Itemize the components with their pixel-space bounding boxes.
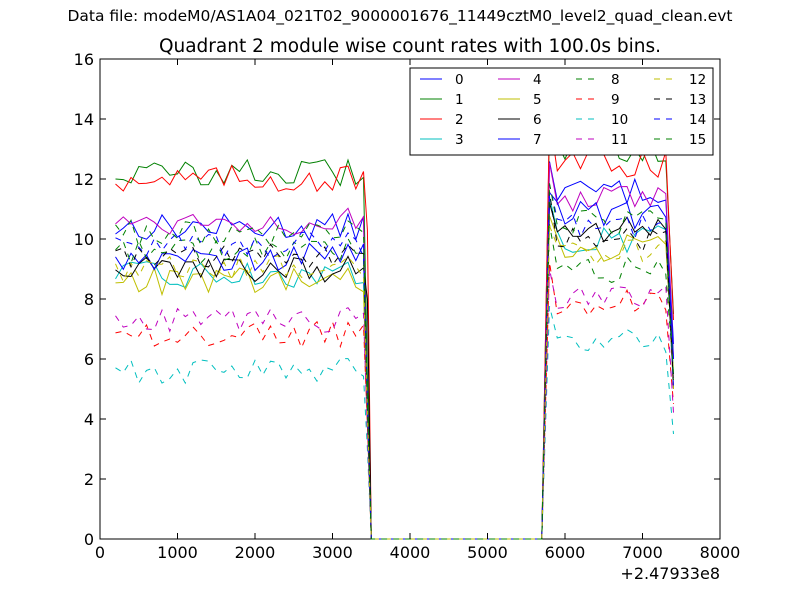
legend-label-5: 5: [533, 92, 542, 108]
x-tick-label: 6000: [545, 543, 586, 562]
legend-label-2: 2: [455, 112, 464, 128]
legend-label-11: 11: [611, 132, 628, 148]
series-line-5: [115, 215, 674, 540]
x-tick-label: 7000: [622, 543, 663, 562]
y-tick-label: 16: [74, 50, 94, 69]
y-tick-label: 12: [74, 170, 94, 189]
legend-label-0: 0: [455, 72, 464, 88]
series-line-1: [115, 124, 674, 540]
series-line-7: [115, 191, 674, 540]
series-line-12: [115, 225, 674, 540]
series-line-0: [115, 161, 674, 540]
x-tick-label: 1000: [157, 543, 198, 562]
series-line-9: [115, 262, 674, 540]
y-tick-label: 2: [84, 470, 94, 489]
legend-label-14: 14: [689, 112, 706, 128]
x-tick-label: 5000: [467, 543, 508, 562]
series-line-8: [115, 224, 674, 540]
x-tick-label: 8000: [700, 543, 741, 562]
legend-label-1: 1: [455, 92, 464, 108]
legend-label-6: 6: [533, 112, 542, 128]
series-line-2: [115, 117, 674, 540]
legend-label-13: 13: [689, 92, 706, 108]
series-layer: [115, 117, 674, 540]
data-file-suptitle: Data file: modeM0/AS1A04_021T02_90000016…: [67, 7, 733, 25]
legend-label-8: 8: [611, 72, 620, 88]
legend-label-10: 10: [611, 112, 628, 128]
chart-title: Quadrant 2 module wise count rates with …: [158, 36, 662, 57]
x-tick-label: 3000: [312, 543, 353, 562]
series-line-3: [115, 196, 674, 540]
legend-label-3: 3: [455, 132, 464, 148]
series-line-15: [115, 183, 674, 540]
y-tick-label: 14: [74, 110, 94, 129]
series-line-10: [115, 305, 674, 540]
y-tick-label: 8: [84, 290, 94, 309]
legend-label-4: 4: [533, 72, 542, 88]
x-tick-label: 2000: [235, 543, 276, 562]
x-tick-label: 4000: [390, 543, 431, 562]
legend-box: [409, 67, 714, 156]
y-tick-label: 4: [84, 410, 94, 429]
series-line-13: [115, 191, 674, 540]
series-line-11: [115, 268, 674, 540]
axes-layer: 0 1000 2000 3000 4000 5000 6000 7000 80000246810…: [74, 50, 741, 562]
y-tick-label: 0: [84, 530, 94, 549]
legend-label-7: 7: [533, 132, 542, 148]
series-line-4: [115, 162, 674, 540]
x-offset-label: +2.47933e8: [620, 564, 720, 583]
legend-label-15: 15: [689, 132, 706, 148]
x-tick-label: 0: [95, 543, 105, 562]
legend-label-9: 9: [611, 92, 620, 108]
series-line-6: [115, 202, 674, 540]
legend-label-12: 12: [689, 72, 706, 88]
series-line-14: [115, 184, 674, 540]
y-tick-label: 6: [84, 350, 94, 369]
y-tick-label: 10: [74, 230, 94, 249]
